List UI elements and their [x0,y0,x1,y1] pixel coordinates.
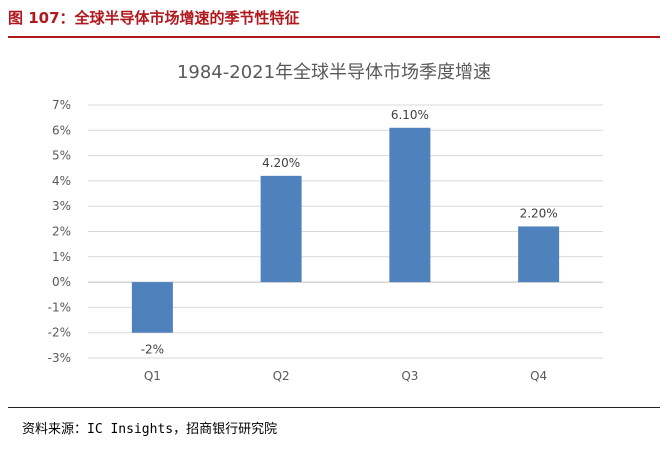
x-tick-label: Q1 [144,369,161,383]
y-tick-label: -2% [48,326,71,340]
bar [518,226,560,283]
y-tick-label: 6% [52,123,71,137]
header-rule [8,36,660,38]
bar [131,282,173,333]
figure-title: 图 107：全球半导体市场增速的季节性特征 [8,9,300,27]
y-tick-label: -1% [48,300,71,314]
source-note: 资料来源：IC Insights，招商银行研究院 [22,422,278,437]
data-label: 2.20% [520,206,558,220]
chart-title: 1984-2021年全球半导体市场季度增速 [176,62,492,83]
bar-chart: 7% 6% 5% 4% 3% 2% 1% 0% -1% -2% -3% -2% Q1 4.20% Q2 6.1… [48,98,603,383]
chart-area: 1984-2021年全球半导体市场季度增速 7% 6% 5% 4% 3% 2% 1% 0% -1… [0,40,668,400]
y-tick-label: 3% [52,199,71,213]
x-tick-label: Q3 [401,369,418,383]
data-label: -2% [141,343,164,357]
y-tick-label: 7% [52,98,71,112]
y-tick-label: 2% [52,225,71,239]
footer-rule [8,407,660,408]
figure-header: 图 107：全球半导体市场增速的季节性特征 [0,0,668,38]
y-tick-label: -3% [48,351,71,365]
data-label: 6.10% [391,108,429,122]
x-tick-label: Q2 [273,369,290,383]
bar [389,127,431,283]
data-label: 4.20% [262,156,300,170]
y-tick-label: 0% [52,275,71,289]
y-tick-label: 1% [52,250,71,264]
y-tick-label: 4% [52,174,71,188]
bar [260,175,302,283]
y-tick-label: 5% [52,149,71,163]
x-tick-label: Q4 [530,369,547,383]
